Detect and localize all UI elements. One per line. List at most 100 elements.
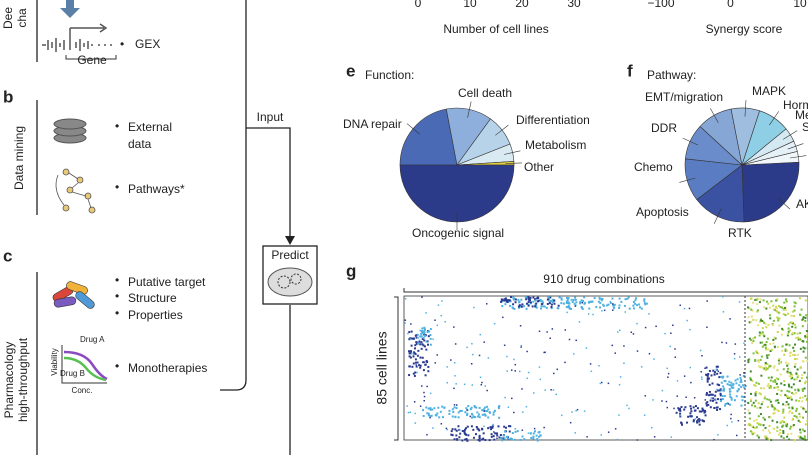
heat-cell <box>510 369 513 371</box>
heat-cell <box>782 408 785 411</box>
heat-cell <box>752 318 755 321</box>
heat-cell <box>661 400 663 402</box>
heat-cell <box>583 296 586 299</box>
heat-cell <box>421 327 424 330</box>
heat-cell <box>609 301 612 304</box>
heat-cell <box>799 338 802 341</box>
heat-cell <box>794 388 797 391</box>
slice-label: S <box>802 120 808 134</box>
heat-cell <box>706 380 709 383</box>
heat-cell <box>701 354 703 357</box>
heat-cell <box>513 307 516 310</box>
heat-cell <box>612 309 614 311</box>
heat-cell <box>636 322 638 325</box>
axis-title: 910 drug combinations <box>543 272 664 286</box>
heat-cell <box>607 431 610 433</box>
heat-cell <box>797 435 800 438</box>
heat-cell <box>747 306 750 309</box>
heat-cell <box>782 424 785 427</box>
heat-cell <box>792 417 795 420</box>
heat-cell <box>509 437 512 440</box>
heat-cell <box>556 368 559 371</box>
heat-cell <box>473 405 476 408</box>
heat-cell <box>406 405 408 407</box>
heat-cell <box>722 389 725 392</box>
heat-cell <box>791 411 794 414</box>
x-tick-label: 10 <box>793 0 807 10</box>
heat-cell <box>787 330 790 333</box>
heat-cell <box>485 410 488 413</box>
heat-cell <box>804 395 807 398</box>
heat-cell <box>782 437 785 440</box>
heat-cell <box>786 349 789 352</box>
heat-cell <box>683 375 686 377</box>
heat-cell <box>804 380 807 383</box>
heat-cell <box>779 421 782 424</box>
heat-cell <box>763 335 766 338</box>
heat-cell <box>567 304 570 307</box>
heat-cell <box>408 374 411 377</box>
heat-cell <box>667 372 670 375</box>
heat-cell <box>451 408 454 411</box>
heat-cell <box>713 371 716 374</box>
heat-cell <box>781 349 784 352</box>
heat-cell <box>602 303 605 306</box>
heat-cell <box>770 348 773 351</box>
heat-cell <box>455 429 458 432</box>
heat-cell <box>464 427 467 430</box>
heat-cell <box>773 408 776 411</box>
heat-cell <box>804 356 807 359</box>
heat-cell <box>768 416 771 419</box>
heat-cell <box>705 392 708 394</box>
heat-cell <box>747 361 750 364</box>
heat-cell <box>482 432 485 435</box>
heat-cell <box>785 425 788 428</box>
heat-cell <box>743 372 745 374</box>
heat-cell <box>766 356 769 359</box>
heat-cell <box>414 422 417 424</box>
heat-cell <box>708 383 711 386</box>
heat-cell <box>797 374 800 377</box>
bullet: • <box>115 119 119 133</box>
heat-cell <box>419 335 422 338</box>
heat-cell <box>794 363 797 366</box>
heat-cell <box>776 430 779 433</box>
heat-cell <box>544 389 547 391</box>
heat-cell <box>426 412 429 415</box>
item-label: Structure <box>128 291 177 305</box>
heat-cell <box>588 307 591 310</box>
heat-cell <box>478 434 481 437</box>
heat-cell <box>421 343 424 346</box>
item-label: Monotherapies <box>128 361 207 375</box>
heat-cell <box>455 434 458 437</box>
heat-cell <box>775 386 778 389</box>
heat-cell <box>518 306 521 309</box>
heat-cell <box>755 426 758 429</box>
heat-cell <box>769 317 772 320</box>
heat-cell <box>472 436 475 439</box>
heat-cell <box>767 383 770 386</box>
heat-cell <box>542 305 545 308</box>
heat-cell <box>773 386 776 389</box>
heat-cell <box>409 337 412 340</box>
heat-cell <box>549 337 551 339</box>
leader-line <box>495 124 509 136</box>
heat-cell <box>555 393 557 396</box>
plot-label: Viability <box>50 348 59 375</box>
heat-cell <box>756 351 759 354</box>
heat-cell <box>792 425 795 428</box>
heat-cell <box>775 309 778 312</box>
heat-cell <box>752 340 755 343</box>
heat-cell <box>634 299 637 302</box>
heat-cell <box>701 409 704 412</box>
heat-cell <box>776 386 779 389</box>
gear-icon <box>290 273 302 285</box>
heat-cell <box>648 352 651 355</box>
heat-cell <box>429 392 432 395</box>
heat-cell <box>421 409 424 412</box>
heat-cell <box>755 319 758 322</box>
heat-cell <box>792 424 795 427</box>
heat-cell <box>568 302 571 305</box>
heat-cell <box>409 352 412 355</box>
heat-cell <box>448 412 451 415</box>
